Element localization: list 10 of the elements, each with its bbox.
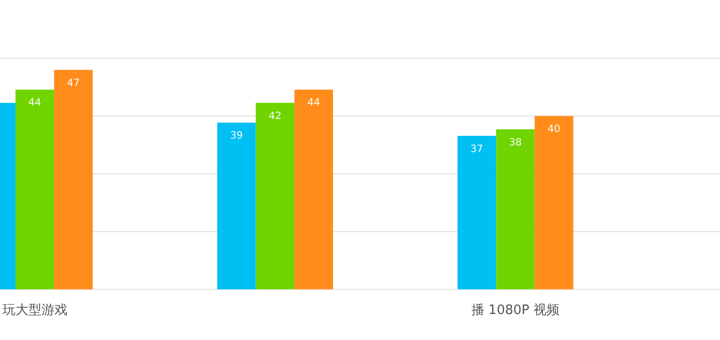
data-label: 37 — [470, 144, 484, 155]
x-tick-label: 播 1080P 视频 — [471, 303, 560, 318]
data-label: 42 — [268, 110, 282, 122]
x-tick-label: 玩大型游戏 — [2, 303, 68, 318]
data-label: 47 — [67, 78, 80, 89]
data-label: 38 — [509, 137, 522, 148]
data-label: 39 — [230, 130, 243, 142]
data-label: 40 — [548, 124, 560, 136]
data-label: 44 — [28, 98, 42, 109]
data-label: 44 — [307, 98, 320, 109]
